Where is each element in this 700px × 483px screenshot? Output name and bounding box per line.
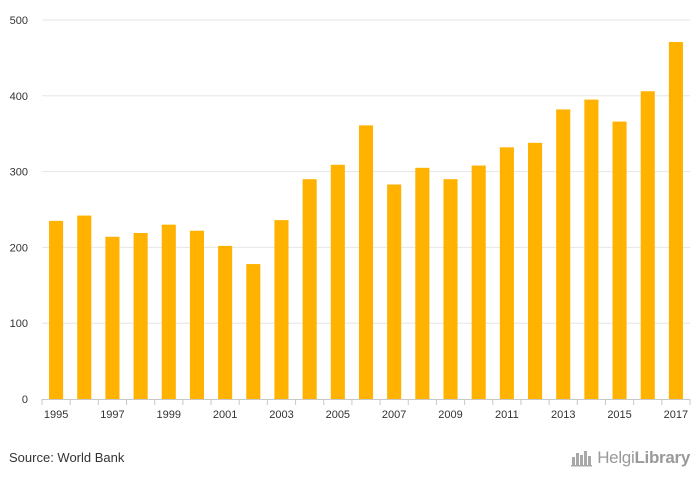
- logo-text-bold: Library: [634, 448, 690, 467]
- bar-2014: [584, 99, 599, 399]
- bar-2006: [358, 125, 374, 400]
- y-tick-label: 300: [10, 167, 28, 179]
- x-tick-label: 2017: [664, 409, 688, 421]
- x-tick-label: 2005: [326, 409, 350, 421]
- logo-text: HelgiLibrary: [597, 448, 690, 468]
- x-tick-label: 2015: [607, 409, 631, 421]
- x-axis: 1995 1997 1999 2001 2003 2005 2007 2009 2011 2013…: [41, 399, 691, 421]
- y-tick-label: 100: [10, 318, 28, 330]
- y-tick-label: 200: [10, 242, 28, 254]
- bar-2015: [612, 121, 627, 399]
- bar-2001: [218, 245, 233, 399]
- bar-2008: [415, 167, 430, 399]
- helgi-library-logo[interactable]: HelgiLibrary: [571, 448, 690, 468]
- bar-2002: [246, 264, 261, 399]
- bar-2009: [443, 179, 458, 399]
- y-tick-label: 400: [10, 91, 28, 103]
- y-axis: 0 100 200 300 400 500: [10, 15, 28, 406]
- bars: [49, 41, 683, 400]
- x-tick-label: 2003: [269, 409, 293, 421]
- bar-1998: [133, 233, 148, 399]
- bar-2000: [189, 230, 204, 399]
- x-tick-label: 2013: [551, 409, 575, 421]
- bar-2013: [556, 109, 571, 399]
- bar-2003: [274, 220, 289, 399]
- x-tick-label: 2011: [495, 409, 519, 421]
- bar-2010: [471, 165, 486, 399]
- bar-1999: [161, 224, 176, 399]
- bar-chart: 0 100 200 300 400 500 1995 1997 1999 2001 2003 200…: [10, 15, 691, 421]
- bar-2005: [330, 164, 345, 399]
- bar-2012: [528, 142, 543, 400]
- x-tick-label: 1997: [100, 409, 124, 421]
- bar-2017: [668, 41, 683, 399]
- x-tick-label: 2007: [382, 409, 406, 421]
- bar-2011: [499, 147, 514, 399]
- bar-2007: [387, 184, 402, 399]
- helgi-library-icon: [571, 451, 593, 467]
- source-note: Source: World Bank: [9, 450, 125, 465]
- x-tick-label: 1995: [44, 409, 68, 421]
- y-tick-label: 500: [10, 15, 28, 27]
- x-tick-label: 2001: [213, 409, 237, 421]
- logo-text-regular: Helgi: [597, 448, 635, 467]
- bar-1995: [49, 220, 64, 399]
- x-tick-label: 1999: [157, 409, 181, 421]
- bar-1997: [105, 236, 120, 399]
- bar-1996: [77, 215, 92, 399]
- bar-2004: [302, 179, 317, 399]
- x-tick-label: 2009: [438, 409, 462, 421]
- bar-2016: [640, 91, 655, 399]
- y-tick-label: 0: [22, 394, 28, 406]
